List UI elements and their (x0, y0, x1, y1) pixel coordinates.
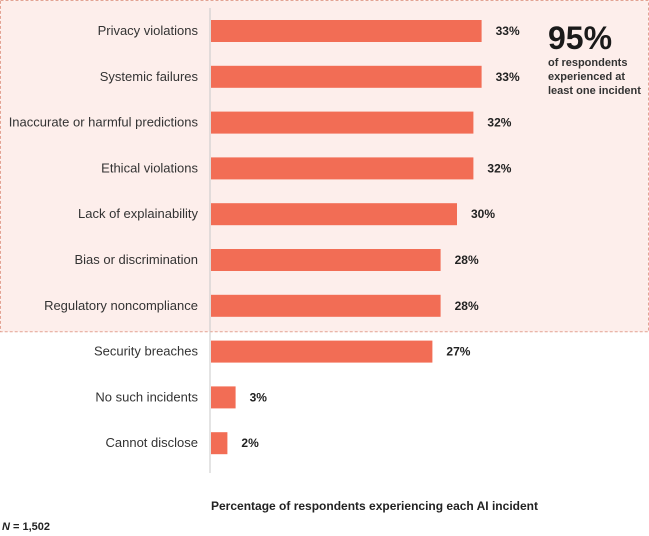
value-label-2: 32% (487, 116, 511, 130)
value-label-3: 32% (487, 161, 511, 175)
value-label-8: 3% (250, 390, 268, 404)
category-label-3: Ethical violations (101, 160, 198, 175)
bar-3 (211, 157, 474, 180)
value-label-6: 28% (455, 299, 479, 313)
category-label-6: Regulatory noncompliance (44, 298, 198, 313)
category-label-7: Security breaches (94, 344, 199, 359)
callout-line-2: experienced at (548, 71, 626, 83)
value-label-9: 2% (241, 436, 259, 450)
sample-size-symbol: N (2, 521, 10, 533)
callout-percentage: 95% (548, 20, 613, 56)
category-label-9: Cannot disclose (106, 435, 199, 450)
callout-line-1: of respondents (548, 57, 628, 69)
value-label-4: 30% (471, 207, 495, 221)
bar-2 (211, 111, 474, 134)
category-label-4: Lack of explainability (78, 206, 198, 221)
category-label-2: Inaccurate or harmful predictions (9, 115, 199, 130)
summary-callout: 95% of respondents experienced at least … (548, 20, 648, 98)
bar-7 (211, 340, 433, 363)
bar-0 (211, 20, 482, 42)
category-label-1: Systemic failures (100, 69, 199, 84)
bar-5 (211, 249, 441, 271)
value-label-1: 33% (496, 70, 520, 84)
bar-4 (211, 203, 457, 226)
value-label-5: 28% (455, 253, 479, 267)
category-label-5: Bias or discrimination (74, 252, 198, 267)
value-label-0: 33% (496, 24, 520, 38)
bar-1 (211, 65, 482, 88)
x-axis-title: Percentage of respondents experiencing e… (211, 499, 538, 513)
bar-6 (211, 294, 441, 317)
sample-size-note: N = 1,502 (2, 521, 50, 533)
bar-9 (211, 432, 228, 455)
value-label-7: 27% (446, 345, 470, 359)
bar-8 (211, 386, 236, 409)
category-label-0: Privacy violations (98, 23, 199, 38)
callout-line-3: least one incident (548, 85, 641, 97)
category-label-8: No such incidents (95, 389, 198, 404)
sample-size-value: = 1,502 (9, 521, 51, 533)
